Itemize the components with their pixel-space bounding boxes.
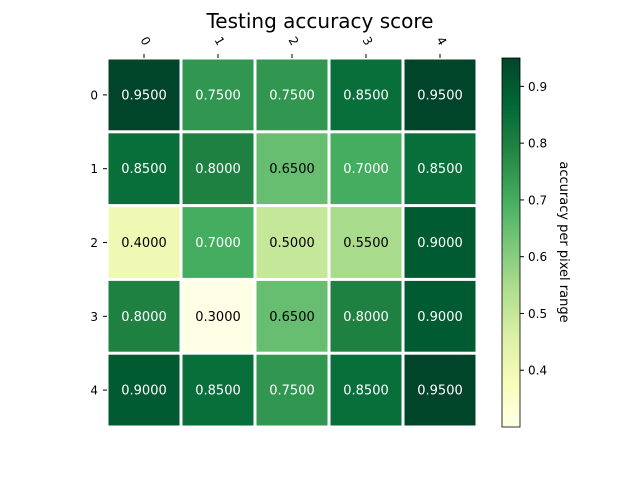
heatmap-cell bbox=[330, 207, 402, 278]
heatmap-cell bbox=[404, 207, 476, 278]
cell-value-label: 0.6500 bbox=[269, 310, 315, 325]
colorbar-tick-label: 0.6 bbox=[528, 250, 547, 264]
cell-value-label: 0.8500 bbox=[343, 88, 389, 103]
heatmap-cell bbox=[404, 280, 476, 352]
cell-value-label: 0.9500 bbox=[417, 384, 463, 399]
cell-value-label: 0.7500 bbox=[195, 88, 241, 103]
x-tick-label: 1 bbox=[211, 34, 227, 48]
heatmap-cell bbox=[256, 354, 328, 426]
heatmap-cell bbox=[182, 59, 254, 131]
heatmap-cell bbox=[404, 354, 476, 426]
y-tick-label: 1 bbox=[90, 162, 98, 176]
heatmap-cell bbox=[108, 280, 180, 352]
heatmap-cell bbox=[256, 133, 328, 205]
cell-value-label: 0.9500 bbox=[417, 88, 463, 103]
cell-value-label: 0.8000 bbox=[195, 162, 241, 177]
heatmap-cell bbox=[108, 207, 180, 278]
y-tick-label: 2 bbox=[90, 236, 98, 250]
cell-value-label: 0.9000 bbox=[417, 310, 463, 325]
heatmap-cell bbox=[404, 59, 476, 131]
heatmap-cell bbox=[108, 354, 180, 426]
y-tick-label: 3 bbox=[90, 310, 98, 324]
x-tick-label: 0 bbox=[137, 34, 153, 48]
heatmap-cell bbox=[404, 133, 476, 205]
cell-value-label: 0.5500 bbox=[343, 236, 389, 251]
cell-value-label: 0.7500 bbox=[269, 384, 315, 399]
heatmap-cell bbox=[182, 354, 254, 426]
heatmap-cell bbox=[330, 354, 402, 426]
x-tick-label: 3 bbox=[359, 34, 375, 48]
cell-value-label: 0.8500 bbox=[195, 384, 241, 399]
cell-value-label: 0.8000 bbox=[121, 310, 167, 325]
cell-value-label: 0.8500 bbox=[121, 162, 167, 177]
heatmap-cell bbox=[256, 207, 328, 278]
heatmap-cell bbox=[330, 59, 402, 131]
heatmap-cell bbox=[108, 59, 180, 131]
heatmap-cell bbox=[256, 280, 328, 352]
y-axis: 0 1 2 3 4 bbox=[90, 88, 107, 398]
x-tick-label: 4 bbox=[433, 34, 449, 48]
heatmap-cell bbox=[182, 207, 254, 278]
cell-value-label: 0.9000 bbox=[121, 384, 167, 399]
heatmap-cell bbox=[330, 280, 402, 352]
colorbar: 0.4 0.5 0.6 0.7 0.8 0.9 bbox=[501, 57, 547, 428]
cell-value-label: 0.7000 bbox=[195, 236, 241, 251]
colorbar-tick-label: 0.4 bbox=[528, 364, 547, 378]
heatmap-cell bbox=[182, 133, 254, 205]
colorbar-label: accuracy per pixel range bbox=[556, 161, 571, 322]
cell-value-label: 0.3000 bbox=[195, 310, 241, 325]
cell-value-label: 0.9500 bbox=[121, 88, 167, 103]
cell-value-label: 0.5000 bbox=[269, 236, 315, 251]
y-tick-label: 0 bbox=[90, 88, 98, 102]
y-tick-label: 4 bbox=[90, 384, 98, 398]
heatmap-cell bbox=[256, 59, 328, 131]
cell-value-label: 0.9000 bbox=[417, 236, 463, 251]
heatmap-cell bbox=[108, 133, 180, 205]
colorbar-gradient bbox=[501, 57, 521, 428]
heatmap-cells: 0.9500 0.7500 0.7500 0.8500 0.9500 0.8500 0.80… bbox=[108, 59, 476, 426]
heatmap-cell bbox=[330, 133, 402, 205]
x-axis: 0 1 2 3 4 bbox=[137, 34, 449, 58]
chart-title: Testing accuracy score bbox=[205, 9, 433, 33]
x-tick-label: 2 bbox=[285, 34, 301, 48]
cell-value-label: 0.7500 bbox=[269, 88, 315, 103]
heatmap-cell bbox=[182, 280, 254, 352]
cell-value-label: 0.7000 bbox=[343, 162, 389, 177]
cell-value-label: 0.8500 bbox=[417, 162, 463, 177]
colorbar-tick-label: 0.8 bbox=[528, 137, 547, 151]
cell-value-label: 0.8000 bbox=[343, 310, 389, 325]
cell-value-label: 0.6500 bbox=[269, 162, 315, 177]
colorbar-tick-label: 0.5 bbox=[528, 307, 547, 321]
colorbar-tick-label: 0.7 bbox=[528, 193, 547, 207]
cell-value-label: 0.8500 bbox=[343, 384, 389, 399]
cell-value-label: 0.4000 bbox=[121, 236, 167, 251]
colorbar-tick-label: 0.9 bbox=[528, 80, 547, 94]
